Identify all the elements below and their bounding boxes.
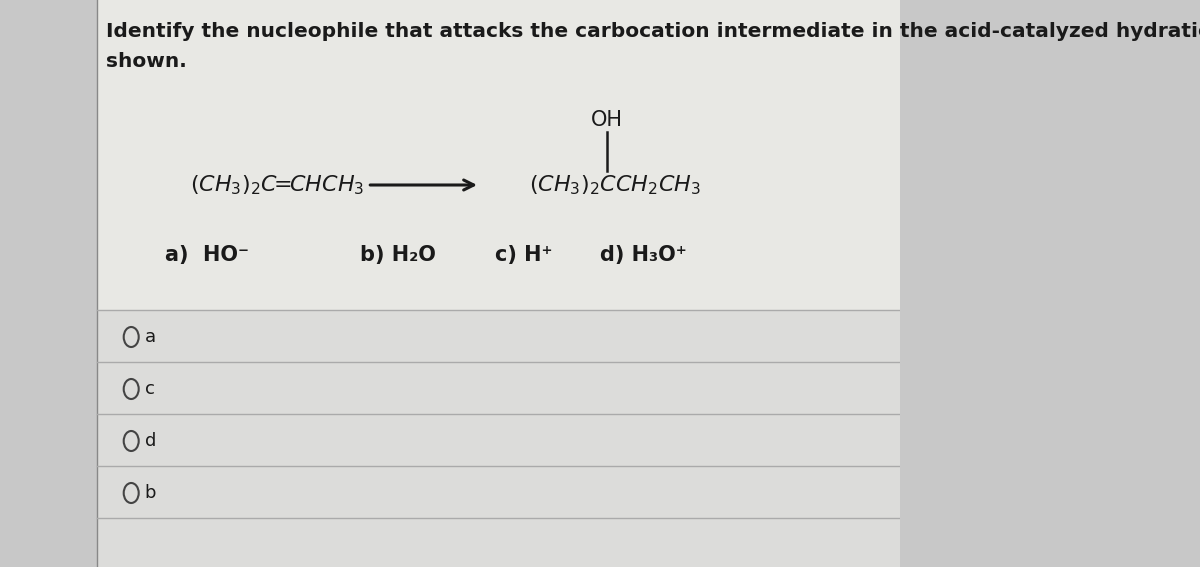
Text: a)  HO⁻: a) HO⁻ xyxy=(164,245,248,265)
Text: shown.: shown. xyxy=(107,52,187,71)
Bar xyxy=(97,0,900,567)
Text: $(CH_3)_2CCH_2CH_3$: $(CH_3)_2CCH_2CH_3$ xyxy=(529,173,701,197)
Text: a: a xyxy=(145,328,156,346)
Text: b: b xyxy=(145,484,156,502)
Text: OH: OH xyxy=(592,110,623,130)
Text: b) H₂O: b) H₂O xyxy=(360,245,436,265)
Bar xyxy=(97,310,900,567)
Text: $(CH_3)_2C\!\!=\!\!CHCH_3$: $(CH_3)_2C\!\!=\!\!CHCH_3$ xyxy=(191,173,365,197)
Text: Identify the nucleophile that attacks the carbocation intermediate in the acid-c: Identify the nucleophile that attacks th… xyxy=(107,22,1200,41)
Text: d: d xyxy=(145,432,156,450)
Text: c) H⁺: c) H⁺ xyxy=(494,245,552,265)
Text: c: c xyxy=(145,380,155,398)
Bar xyxy=(0,0,97,567)
Text: d) H₃O⁺: d) H₃O⁺ xyxy=(600,245,686,265)
